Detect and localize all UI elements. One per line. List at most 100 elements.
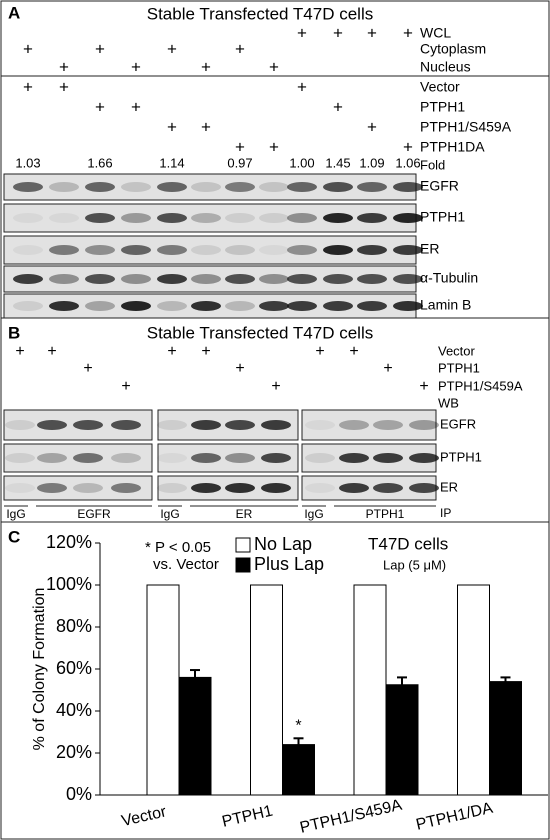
- band: [305, 420, 335, 430]
- band: [287, 245, 317, 255]
- fold-value: 1.14: [159, 155, 184, 170]
- row-label: IP: [440, 506, 451, 520]
- band: [305, 453, 335, 463]
- band: [191, 274, 221, 284]
- band: [305, 483, 335, 493]
- row-label: PTPH1DA: [420, 139, 485, 155]
- panel-title: Stable Transfected T47D cells: [147, 323, 373, 342]
- band: [49, 245, 79, 255]
- band: [121, 245, 151, 255]
- band: [261, 483, 291, 493]
- panel-title: Stable Transfected T47D cells: [147, 4, 373, 23]
- band: [261, 420, 291, 430]
- x-tick-label: PTPH1/S459A: [298, 797, 404, 837]
- band: [259, 245, 289, 255]
- plus-mark: +: [131, 57, 141, 76]
- x-tick-label: PTPH1/DA: [414, 800, 494, 834]
- band: [85, 245, 115, 255]
- y-tick-label: 120%: [46, 532, 92, 552]
- blot-label: α-Tubulin: [420, 270, 478, 286]
- band: [157, 301, 187, 311]
- band: [111, 453, 141, 463]
- plus-mark: +: [403, 137, 413, 156]
- band: [259, 274, 289, 284]
- plus-mark: +: [167, 117, 177, 136]
- y-tick-label: 0%: [66, 784, 92, 804]
- band: [287, 182, 317, 192]
- y-tick-label: 20%: [56, 742, 92, 762]
- fold-value: 1.03: [15, 155, 40, 170]
- plus-mark: +: [167, 39, 177, 58]
- band: [13, 213, 43, 223]
- band: [157, 420, 187, 430]
- plus-mark: +: [235, 39, 245, 58]
- band: [357, 213, 387, 223]
- plus-mark: +: [383, 360, 392, 377]
- ip-target: EGFR: [77, 507, 111, 521]
- annotation: T47D cells: [368, 534, 448, 553]
- plus-mark: +: [297, 23, 307, 42]
- band: [85, 274, 115, 284]
- band: [225, 213, 255, 223]
- band: [191, 483, 221, 493]
- significance: *: [295, 718, 301, 735]
- band: [191, 245, 221, 255]
- band: [259, 301, 289, 311]
- band: [13, 301, 43, 311]
- band: [259, 213, 289, 223]
- plus-mark: +: [131, 97, 141, 116]
- band: [121, 182, 151, 192]
- band: [73, 483, 103, 493]
- plus-mark: +: [235, 137, 245, 156]
- plus-mark: +: [59, 77, 69, 96]
- plus-mark: +: [15, 343, 24, 360]
- y-tick-label: 100%: [46, 574, 92, 594]
- panel-label: C: [8, 527, 20, 546]
- band: [357, 245, 387, 255]
- band: [225, 483, 255, 493]
- legend-label: Plus Lap: [254, 554, 324, 574]
- x-tick-label: Vector: [120, 803, 169, 830]
- band: [85, 213, 115, 223]
- band: [323, 274, 353, 284]
- band: [157, 245, 187, 255]
- band: [49, 213, 79, 223]
- plus-mark: +: [269, 137, 279, 156]
- y-tick-label: 60%: [56, 658, 92, 678]
- annotation: Lap (5 μM): [383, 557, 446, 572]
- band: [323, 182, 353, 192]
- band: [157, 453, 187, 463]
- band: [37, 483, 67, 493]
- bar: [250, 584, 283, 796]
- band: [111, 483, 141, 493]
- blot-label: PTPH1: [440, 449, 482, 464]
- row-label: Cytoplasm: [420, 41, 486, 57]
- band: [373, 420, 403, 430]
- bar: [457, 584, 490, 796]
- row-label: PTPH1/S459A: [420, 119, 512, 135]
- plus-mark: +: [47, 343, 56, 360]
- plus-mark: +: [121, 378, 130, 395]
- band: [357, 301, 387, 311]
- fold-value: 0.97: [227, 155, 252, 170]
- band: [287, 301, 317, 311]
- plus-mark: +: [95, 97, 105, 116]
- band: [225, 420, 255, 430]
- plus-mark: +: [297, 77, 307, 96]
- band: [393, 301, 423, 311]
- row-label: Nucleus: [420, 59, 471, 75]
- fold-value: 1.45: [325, 155, 350, 170]
- band: [259, 182, 289, 192]
- band: [287, 213, 317, 223]
- row-label: PTPH1: [438, 360, 480, 375]
- ip-control: IgG: [160, 507, 179, 521]
- band: [323, 301, 353, 311]
- plus-mark: +: [235, 360, 244, 377]
- blot-label: ER: [420, 241, 439, 257]
- band: [13, 182, 43, 192]
- band: [157, 213, 187, 223]
- bar: [178, 676, 212, 796]
- plus-mark: +: [59, 57, 69, 76]
- band: [409, 420, 439, 430]
- band: [225, 245, 255, 255]
